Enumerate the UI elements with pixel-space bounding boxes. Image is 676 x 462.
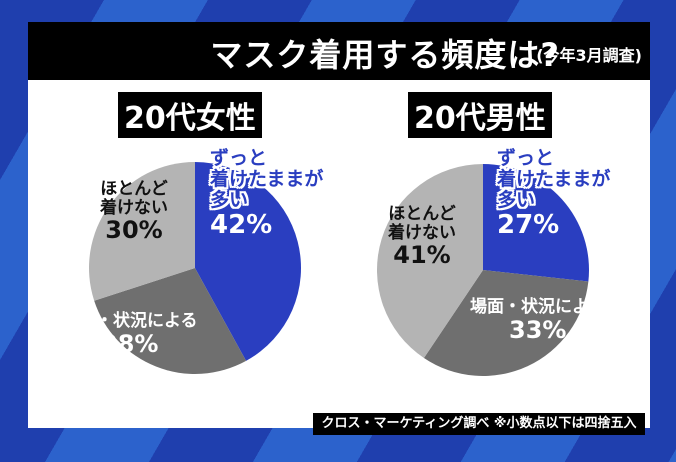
pie-slice-1-1 bbox=[423, 270, 589, 376]
label-men-rarely: ほとんど 着けない 41% bbox=[388, 204, 456, 270]
subtitle: (今年3月調査) bbox=[536, 46, 642, 65]
pie-title-men: 20代男性 bbox=[408, 92, 552, 138]
pie-slice-0-0 bbox=[195, 162, 301, 361]
label-women-situational: 場面・状況による 28% bbox=[62, 311, 198, 358]
title: マスク着用する頻度は? bbox=[210, 36, 560, 74]
pie-slice-0-2 bbox=[88, 162, 195, 301]
source-note: クロス・マーケティング調べ ※小数点以下は四捨五入 bbox=[313, 413, 645, 435]
pie-slice-0-1 bbox=[94, 268, 247, 375]
pie-slice-1-0 bbox=[483, 164, 589, 282]
label-women-rarely: ほとんど 着けない 30% bbox=[100, 179, 168, 245]
title-bar: マスク着用する頻度は? (今年3月調査) bbox=[28, 22, 650, 80]
pie-slice-1-2 bbox=[377, 164, 483, 359]
label-men-always: ずっと 着けたままが 多い 27% bbox=[497, 147, 611, 240]
pie-title-women: 20代女性 bbox=[118, 92, 262, 138]
label-men-situational: 場面・状況による 33% bbox=[470, 297, 606, 344]
label-women-always: ずっと 着けたままが 多い 42% bbox=[210, 147, 324, 240]
